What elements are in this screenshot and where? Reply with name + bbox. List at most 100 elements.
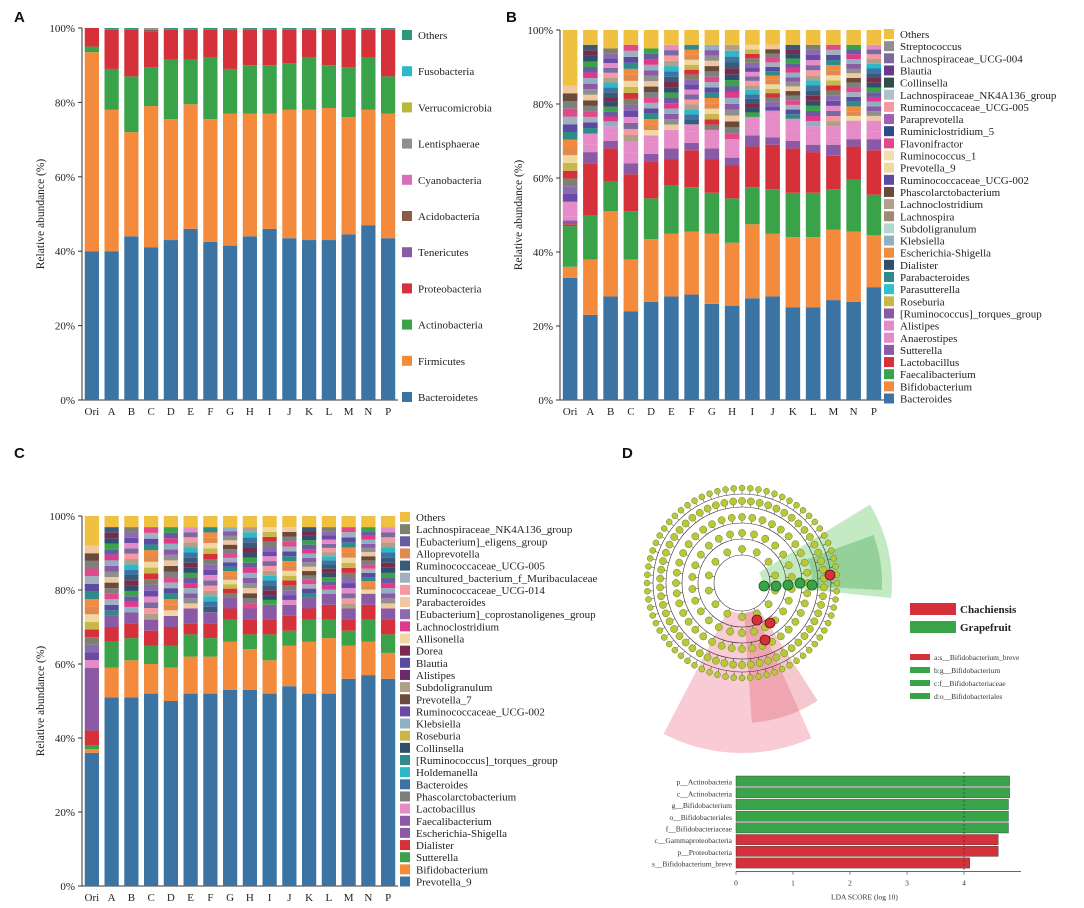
bar-segment-minor-taxon	[183, 552, 198, 558]
bar-segment-actinobacteria	[381, 76, 396, 114]
bar-segment-minor-taxon	[242, 588, 257, 594]
cladogram-node	[656, 627, 663, 634]
legend-label: Sutterella	[900, 345, 942, 357]
cladogram-node	[660, 634, 668, 641]
bar-segment-minor-taxon	[583, 94, 598, 101]
bar-segment-sutterella	[583, 152, 598, 164]
bar-segment-lactobacillus	[684, 150, 699, 188]
legend-label: Alistipes	[900, 321, 939, 333]
bar-segment-minor-taxon	[223, 584, 238, 589]
y-axis-label: Relative abundance (%)	[513, 160, 525, 271]
cladogram-node	[738, 674, 746, 682]
bar-segment-alistipes	[583, 133, 598, 145]
legend-swatch	[884, 89, 894, 100]
bar-segment-faecalibacterium	[684, 187, 699, 232]
bar-segment-minor-taxon	[203, 537, 218, 544]
bar-segment-others	[361, 28, 376, 30]
clade-legend-swatch	[910, 680, 930, 686]
bar-segment-minor-taxon	[203, 559, 218, 565]
clade-legend-swatch	[910, 654, 930, 660]
cladogram-node	[764, 656, 773, 665]
bar-segment-lactobacillus	[562, 224, 578, 227]
bar-segment-bacteroides	[866, 287, 882, 400]
legend-label: Alloprevotella	[416, 548, 480, 560]
bar-segment-minor-taxon	[765, 71, 780, 76]
lda-bar-label: s__Bifidobacterium_breve	[652, 860, 733, 869]
clade-legend-label: a:s__Bifidobacterium_breve	[934, 653, 1020, 662]
bar-segment-dialister	[183, 623, 198, 635]
bar-segment-minor-taxon	[203, 548, 218, 554]
bar-segment-dialister	[282, 615, 297, 631]
bar-segment-others	[163, 28, 178, 30]
bar-segment-bifidobacterium	[684, 231, 699, 295]
y-tick-label: 0%	[538, 395, 553, 407]
cladogram-node	[691, 497, 698, 504]
bar-segment-others	[562, 30, 578, 86]
bar-segment-minor-taxon	[302, 557, 317, 563]
cladogram-node	[799, 506, 807, 514]
bar-segment-others	[321, 28, 336, 30]
bar-segment-bifidobacterium	[623, 259, 639, 312]
bar-segment-minor-taxon	[341, 552, 356, 558]
bar-segment-minor-taxon	[562, 131, 578, 140]
cladogram-node	[656, 532, 663, 539]
bar-segment-faecalibacterium	[603, 181, 618, 212]
bar-segment-sutterella	[785, 141, 801, 149]
cladogram-node	[723, 548, 732, 557]
cladogram-node	[794, 638, 803, 647]
bar-segment-others	[765, 30, 780, 45]
bar-segment-sutterella	[341, 630, 356, 646]
legend-swatch	[884, 114, 894, 125]
bar-segment-minor-taxon	[603, 87, 618, 93]
bar-segment-minor-taxon	[262, 565, 277, 571]
bar-segment-minor-taxon	[84, 576, 99, 584]
x-tick-label: I	[268, 892, 272, 904]
bar-segment-minor-taxon	[664, 76, 679, 83]
bar-segment-minor-taxon	[704, 97, 720, 104]
bar-segment-minor-taxon	[623, 86, 639, 93]
bar-segment-minor-taxon	[282, 599, 297, 605]
bar-segment-minor-taxon	[785, 95, 801, 101]
bar-segment-minor-taxon	[745, 53, 760, 59]
bar-segment-minor-taxon	[84, 637, 99, 645]
legend-swatch	[884, 308, 894, 319]
bar-segment-minor-taxon	[282, 575, 297, 581]
bar-segment-minor-taxon	[262, 590, 277, 596]
cladogram-node	[747, 660, 755, 669]
x-tick-label: P	[871, 406, 877, 418]
bar-segment-minor-taxon	[242, 532, 257, 538]
bar-segment-sutterella	[765, 137, 780, 145]
cladogram-node	[677, 652, 685, 660]
bar-segment-bifidobacterium	[866, 235, 882, 288]
x-tick-label: N	[364, 892, 372, 904]
bar-segment-others	[302, 28, 317, 30]
legend-swatch	[884, 65, 894, 76]
x-tick-label: L	[810, 406, 817, 418]
bar-segment-others	[203, 28, 218, 30]
bar-segment-minor-taxon	[684, 54, 699, 60]
bar-segment-minor-taxon	[704, 113, 720, 120]
y-tick-label: 100%	[49, 511, 75, 523]
bar-segment-minor-taxon	[321, 589, 336, 594]
legend-swatch	[400, 755, 410, 765]
bar-segment-bacteroidetes	[183, 228, 198, 400]
legend-swatch	[402, 319, 412, 330]
x-tick-label: Ori	[85, 406, 100, 418]
bar-segment-bifidobacterium	[104, 667, 119, 698]
legend-swatch	[884, 162, 894, 173]
bar-segment-escherichia-shigella	[282, 604, 297, 616]
cladogram-node	[772, 653, 781, 662]
bar-segment-prevotella_9	[242, 689, 257, 886]
bar-segment-actinobacteria	[144, 67, 159, 107]
bar-segment-minor-taxon	[104, 604, 119, 611]
bar-segment-minor-taxon	[302, 562, 317, 567]
bar-segment-others	[583, 30, 598, 45]
y-tick-label: 100%	[527, 25, 553, 37]
legend-label: Faecalibacterium	[416, 816, 492, 828]
bar-segment-minor-taxon	[826, 85, 841, 91]
bar-segment-prevotella_9	[223, 689, 238, 886]
bar-segment-minor-taxon	[262, 595, 277, 600]
cladogram-node	[672, 589, 681, 598]
bar-segment-bacteroides	[765, 296, 780, 400]
